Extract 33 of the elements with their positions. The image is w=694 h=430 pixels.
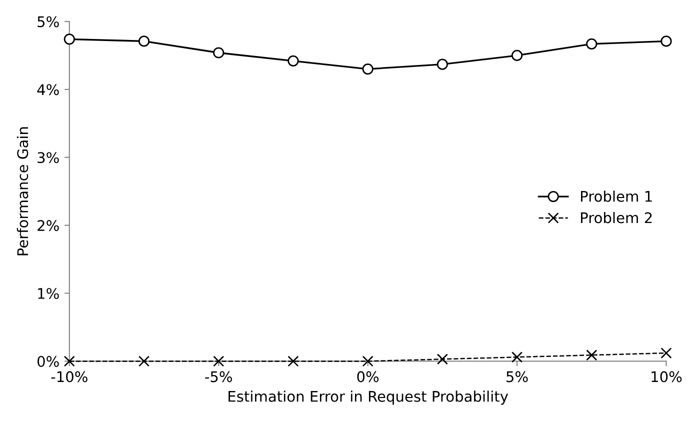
- y-tick-label: 0%: [38, 356, 59, 367]
- x-tick-label: -5%: [205, 371, 232, 382]
- point: [511, 50, 523, 62]
- point: [362, 356, 374, 367]
- point: [660, 36, 672, 47]
- y-tick-label: 4%: [37, 84, 59, 96]
- x-tick-label: 10%: [652, 371, 682, 382]
- point: [436, 354, 448, 365]
- point: [436, 58, 448, 70]
- point: [511, 352, 523, 363]
- y-tick-label: 3%: [38, 152, 59, 164]
- x-tick-label: 5%: [506, 371, 528, 382]
- x-tick-label: 0%: [357, 371, 379, 382]
- y-tick-label: 2%: [38, 220, 59, 232]
- point: [138, 36, 150, 47]
- point: [213, 47, 224, 58]
- y-tick-label: 1%: [38, 288, 59, 300]
- point: [586, 38, 598, 50]
- x-axis-title: Estimation Error in Request Probability: [228, 390, 508, 405]
- point: [213, 356, 224, 367]
- point: [288, 55, 299, 66]
- point: [138, 356, 150, 367]
- point: [660, 347, 672, 359]
- legend-label: Problem 1: [581, 190, 652, 202]
- point: [586, 350, 598, 361]
- point: [64, 34, 75, 45]
- x-tick-label: -10%: [51, 371, 88, 382]
- point: [362, 63, 374, 75]
- point: [64, 356, 75, 367]
- legend-label: Problem 2: [581, 212, 652, 224]
- point: [288, 356, 299, 367]
- y-axis-title: Performance Gain: [16, 127, 28, 256]
- y-tick-label: 5%: [38, 16, 59, 28]
